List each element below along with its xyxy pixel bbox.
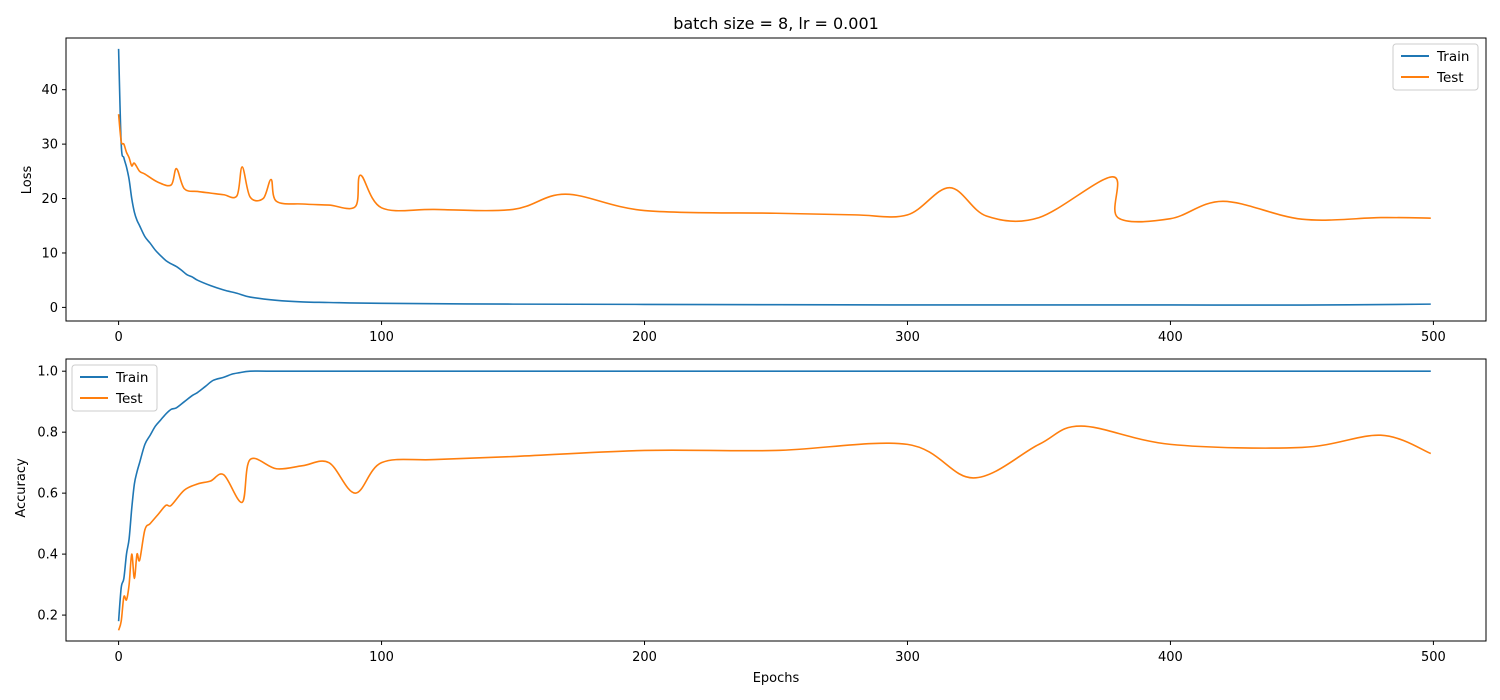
loss-legend: Train Test	[1392, 43, 1479, 91]
loss-panel: 0 100 200 300 400 500 0 10 20 30 40 Train Test	[41, 37, 1487, 345]
accuracy-y-tick-label: 0.8	[37, 426, 58, 441]
loss-legend-label-test: Test	[1436, 70, 1464, 86]
accuracy-x-tick-label: 200	[632, 650, 657, 665]
accuracy-legend-label-train: Train	[115, 370, 148, 386]
loss-chart-title: batch size = 8, lr = 0.001	[673, 14, 879, 33]
loss-y-tick-label: 0	[50, 301, 58, 316]
loss-x-tick-label: 300	[895, 330, 920, 345]
accuracy-panel: 0 100 200 300 400 500 0.2 0.4 0.6 0.8 1.0 Train Test	[37, 358, 1487, 665]
accuracy-axes-frame	[65, 358, 1487, 642]
accuracy-y-tick-label: 0.2	[37, 609, 58, 624]
accuracy-series-line-train	[117, 370, 1431, 622]
loss-axes-frame	[65, 37, 1487, 322]
loss-y-tick-label: 20	[41, 192, 58, 207]
loss-y-tick-label: 30	[41, 138, 58, 153]
accuracy-y-tick-label: 0.4	[37, 548, 58, 563]
loss-series-line-train	[117, 48, 1431, 306]
accuracy-series-line-test	[117, 425, 1432, 631]
loss-x-tick-label: 400	[1158, 330, 1183, 345]
accuracy-legend: Train Test	[71, 364, 158, 412]
loss-x-tick-label: 500	[1421, 330, 1446, 345]
accuracy-y-axis-label: Accuracy	[14, 458, 29, 518]
loss-x-tick-label: 0	[114, 330, 122, 345]
accuracy-x-axis-label: Epochs	[753, 671, 800, 686]
accuracy-x-tick-label: 100	[369, 650, 394, 665]
accuracy-x-tick-label: 0	[114, 650, 122, 665]
accuracy-y-tick-label: 0.6	[37, 487, 58, 502]
loss-series-line-test	[117, 114, 1431, 223]
accuracy-x-tick-label: 500	[1421, 650, 1446, 665]
loss-legend-label-train: Train	[1436, 49, 1469, 65]
accuracy-y-tick-label: 1.0	[37, 365, 58, 380]
loss-x-tick-label: 100	[369, 330, 394, 345]
accuracy-x-tick-label: 300	[895, 650, 920, 665]
loss-y-tick-label: 10	[41, 246, 58, 261]
loss-y-tick-label: 40	[41, 83, 58, 98]
accuracy-legend-label-test: Test	[115, 391, 143, 407]
accuracy-x-tick-label: 400	[1158, 650, 1183, 665]
loss-y-axis-label: Loss	[20, 166, 35, 195]
loss-x-tick-label: 200	[632, 330, 657, 345]
